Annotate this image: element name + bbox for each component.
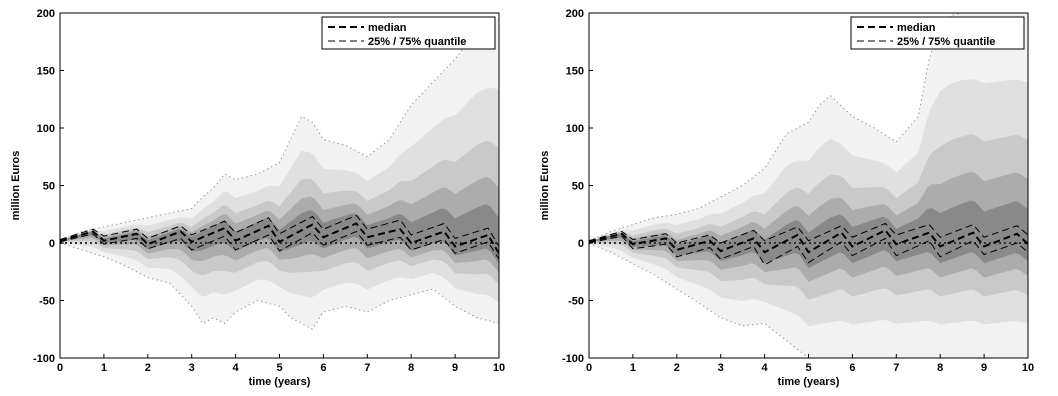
legend-box [850, 16, 1025, 50]
x-tick-label: 0 [586, 362, 592, 374]
x-axis-label: time (years) [249, 376, 311, 388]
chart-right: 0 1 2 3 4 5 6 7 8 9 10 -100 -50 0 50 100 150 200 time (yea… [539, 8, 1034, 388]
x-tick-label: 4 [762, 362, 769, 374]
y-tick-label: 100 [566, 123, 584, 135]
y-tick-label: -50 [39, 296, 55, 308]
median-line [589, 229, 1028, 254]
y-axis-label: million Euros [10, 151, 22, 221]
x-tick-label: 6 [320, 362, 326, 374]
y-tick-label: 100 [37, 123, 55, 135]
lower-bound-line [589, 242, 1028, 358]
y-tick-label: 200 [566, 8, 584, 20]
x-tick-label: 10 [493, 362, 505, 374]
density-band [60, 18, 499, 329]
plot-area [60, 18, 499, 330]
y-tick-label: 50 [43, 181, 55, 193]
legend-median-label: median [897, 22, 936, 34]
x-tick-label: 5 [805, 362, 811, 374]
y-tick-label: -50 [568, 296, 584, 308]
quantile-line [589, 222, 1028, 244]
y-tick-label: 150 [566, 66, 584, 78]
upper-bound-line [589, 13, 1028, 242]
legend-quantile-label: 25% / 75% quantile [368, 36, 466, 48]
legend-median-label: median [368, 22, 407, 34]
density-band [60, 176, 499, 273]
x-tick-label: 3 [189, 362, 195, 374]
x-tick-label: 1 [101, 362, 107, 374]
y-axis-label: million Euros [539, 151, 551, 221]
y-tick-label: 0 [49, 238, 55, 250]
density-band [60, 141, 499, 285]
x-tick-label: 0 [57, 362, 63, 374]
x-tick-label: 9 [452, 362, 458, 374]
density-band [589, 79, 1028, 327]
lower-bound-line [60, 242, 499, 330]
x-tick-label: 8 [408, 362, 414, 374]
chart-left: 0 1 2 3 4 5 6 7 8 9 10 -100 -50 0 50 100 150 200 time (yea… [10, 8, 505, 388]
y-tick-label: -100 [562, 353, 584, 365]
density-band [589, 171, 1028, 282]
y-tick-label: 50 [572, 181, 584, 193]
legend-quantile-label: 25% / 75% quantile [897, 36, 995, 48]
x-tick-label: 10 [1022, 362, 1034, 374]
x-axis-label: time (years) [778, 376, 840, 388]
x-tick-label: 9 [981, 362, 987, 374]
quantile-line [589, 235, 1028, 266]
plot-area [589, 13, 1028, 358]
legend-box [321, 16, 496, 50]
upper-bound-line [60, 18, 499, 242]
x-tick-label: 3 [718, 362, 724, 374]
quantile-line [60, 230, 499, 260]
x-tick-label: 8 [937, 362, 943, 374]
quantile-line [60, 214, 499, 247]
x-tick-label: 1 [630, 362, 636, 374]
x-tick-label: 7 [893, 362, 899, 374]
x-tick-label: 2 [674, 362, 680, 374]
density-band [589, 13, 1028, 358]
x-tick-label: 4 [233, 362, 240, 374]
x-tick-label: 2 [145, 362, 151, 374]
density-band [60, 204, 499, 264]
median-line [60, 222, 499, 254]
y-tick-label: -100 [33, 353, 55, 365]
x-tick-label: 6 [849, 362, 855, 374]
density-band [60, 87, 499, 303]
density-band [589, 134, 1028, 300]
x-tick-label: 5 [276, 362, 282, 374]
x-tick-label: 7 [364, 362, 370, 374]
y-tick-label: 200 [37, 8, 55, 20]
y-tick-label: 150 [37, 66, 55, 78]
y-tick-label: 0 [578, 238, 584, 250]
